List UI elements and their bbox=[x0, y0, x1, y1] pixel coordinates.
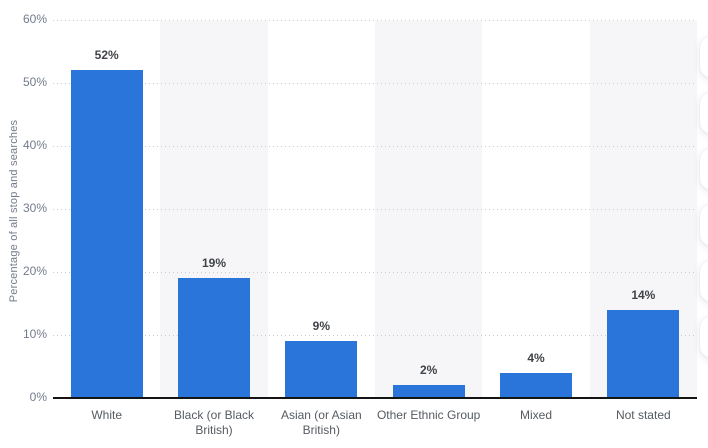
side-toolbar-button[interactable] bbox=[700, 92, 708, 134]
bar-black-or-black-british[interactable] bbox=[178, 278, 250, 398]
category-label-black-or-black-british: Black (or Black British) bbox=[173, 408, 254, 437]
y-tick-20: 20% bbox=[22, 264, 47, 278]
gridline-10 bbox=[53, 335, 697, 336]
bar-asian-or-asian-british[interactable] bbox=[285, 341, 358, 398]
x-axis-line bbox=[53, 397, 697, 399]
bar-white[interactable] bbox=[70, 70, 143, 398]
value-label-not-stated: 14% bbox=[631, 287, 656, 302]
gridline-40 bbox=[53, 146, 697, 147]
side-toolbar-button[interactable] bbox=[700, 204, 708, 246]
side-toolbar-button[interactable] bbox=[700, 316, 708, 358]
bar-other-ethnic-group[interactable] bbox=[392, 385, 465, 398]
y-tick-50: 50% bbox=[22, 75, 47, 89]
y-tick-40: 40% bbox=[22, 138, 47, 152]
gridline-50 bbox=[53, 83, 697, 84]
y-tick-60: 60% bbox=[22, 12, 47, 26]
side-toolbar-button[interactable] bbox=[700, 148, 708, 190]
bar-not-stated[interactable] bbox=[607, 309, 680, 398]
value-label-other-ethnic-group: 2% bbox=[419, 363, 438, 378]
category-label-not-stated: Not stated bbox=[615, 408, 671, 422]
value-label-mixed: 4% bbox=[527, 350, 545, 365]
bar-mixed[interactable] bbox=[500, 372, 572, 398]
y-tick-30: 30% bbox=[22, 201, 47, 215]
gridline-30 bbox=[53, 209, 697, 210]
side-toolbar bbox=[700, 36, 708, 372]
y-tick-0: 0% bbox=[29, 390, 47, 404]
gridline-20 bbox=[53, 272, 697, 273]
y-tick-10: 10% bbox=[22, 327, 47, 341]
side-toolbar-button[interactable] bbox=[700, 260, 708, 302]
value-label-black-or-black-british: 19% bbox=[201, 256, 227, 271]
value-label-asian-or-asian-british: 9% bbox=[312, 319, 330, 334]
category-label-other-ethnic-group: Other Ethnic Group bbox=[376, 408, 481, 422]
category-label-mixed: Mixed bbox=[519, 408, 552, 422]
category-label-white: White bbox=[91, 408, 122, 422]
value-label-white: 52% bbox=[94, 48, 119, 63]
side-toolbar-button[interactable] bbox=[700, 36, 708, 78]
category-label-asian-or-asian-british: Asian (or Asian British) bbox=[280, 408, 362, 437]
plot-area: 52% 19% 9% 2% 4% 14% bbox=[53, 20, 697, 398]
gridline-60 bbox=[53, 20, 697, 21]
